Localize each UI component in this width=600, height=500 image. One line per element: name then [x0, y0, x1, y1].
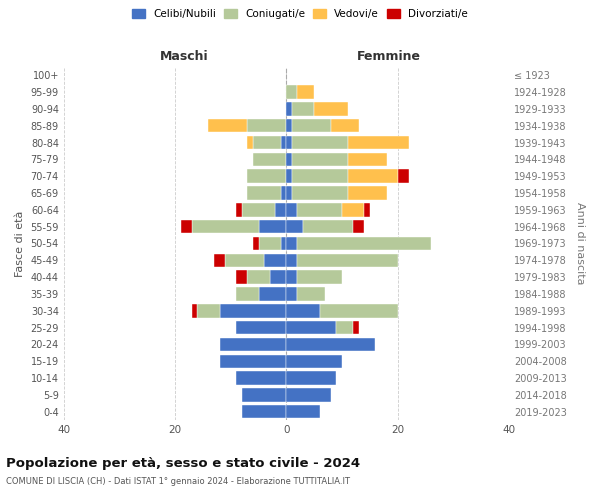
Bar — [292, 136, 347, 149]
Bar — [286, 254, 298, 267]
Text: Maschi: Maschi — [160, 50, 208, 64]
Y-axis label: Fasce di età: Fasce di età — [15, 210, 25, 276]
Bar — [298, 287, 325, 300]
Bar — [286, 270, 298, 284]
Bar — [292, 186, 347, 200]
Bar — [286, 86, 298, 99]
Bar — [236, 321, 286, 334]
Bar — [181, 220, 192, 234]
Bar — [347, 136, 409, 149]
Bar — [292, 152, 347, 166]
Bar — [320, 304, 398, 318]
Bar — [220, 338, 286, 351]
Bar — [286, 388, 331, 402]
Bar — [286, 405, 320, 418]
Bar — [286, 102, 292, 116]
Bar — [298, 237, 431, 250]
Bar — [253, 237, 259, 250]
Bar — [342, 203, 364, 216]
Bar — [286, 186, 292, 200]
Bar — [298, 270, 342, 284]
Bar — [286, 136, 292, 149]
Bar — [364, 203, 370, 216]
Bar — [236, 287, 259, 300]
Bar — [314, 102, 347, 116]
Bar — [247, 136, 253, 149]
Bar — [236, 270, 247, 284]
Bar — [398, 170, 409, 183]
Bar — [292, 119, 331, 132]
Bar — [236, 372, 286, 385]
Bar — [259, 220, 286, 234]
Text: COMUNE DI LISCIA (CH) - Dati ISTAT 1° gennaio 2024 - Elaborazione TUTTITALIA.IT: COMUNE DI LISCIA (CH) - Dati ISTAT 1° ge… — [6, 478, 350, 486]
Bar — [286, 354, 342, 368]
Bar — [286, 338, 376, 351]
Bar — [242, 388, 286, 402]
Bar — [214, 254, 225, 267]
Bar — [347, 170, 398, 183]
Bar — [259, 237, 281, 250]
Bar — [347, 186, 386, 200]
Bar — [192, 220, 259, 234]
Text: Popolazione per età, sesso e stato civile - 2024: Popolazione per età, sesso e stato civil… — [6, 458, 360, 470]
Bar — [275, 203, 286, 216]
Bar — [247, 119, 286, 132]
Bar — [286, 170, 292, 183]
Bar — [286, 203, 298, 216]
Bar — [347, 152, 386, 166]
Bar — [281, 136, 286, 149]
Legend: Celibi/Nubili, Coniugati/e, Vedovi/e, Divorziati/e: Celibi/Nubili, Coniugati/e, Vedovi/e, Di… — [128, 5, 472, 24]
Bar — [303, 220, 353, 234]
Bar — [192, 304, 197, 318]
Bar — [220, 304, 286, 318]
Bar — [286, 119, 292, 132]
Bar — [208, 119, 247, 132]
Bar — [292, 170, 347, 183]
Bar — [269, 270, 286, 284]
Text: Femmine: Femmine — [357, 50, 421, 64]
Y-axis label: Anni di nascita: Anni di nascita — [575, 202, 585, 284]
Bar — [253, 152, 286, 166]
Bar — [281, 237, 286, 250]
Bar — [236, 203, 242, 216]
Bar — [298, 254, 398, 267]
Bar — [292, 102, 314, 116]
Bar — [220, 354, 286, 368]
Bar — [331, 119, 359, 132]
Bar — [298, 86, 314, 99]
Bar — [286, 372, 337, 385]
Bar — [286, 237, 298, 250]
Bar — [197, 304, 220, 318]
Bar — [242, 405, 286, 418]
Bar — [286, 152, 292, 166]
Bar — [337, 321, 353, 334]
Bar — [242, 203, 275, 216]
Bar — [353, 321, 359, 334]
Bar — [286, 220, 303, 234]
Bar — [259, 287, 286, 300]
Bar — [281, 186, 286, 200]
Bar — [286, 304, 320, 318]
Bar — [286, 321, 337, 334]
Bar — [247, 270, 269, 284]
Bar — [253, 136, 281, 149]
Bar — [247, 186, 281, 200]
Bar — [353, 220, 364, 234]
Bar — [225, 254, 264, 267]
Bar — [286, 287, 298, 300]
Bar — [298, 203, 342, 216]
Bar — [264, 254, 286, 267]
Bar — [247, 170, 286, 183]
